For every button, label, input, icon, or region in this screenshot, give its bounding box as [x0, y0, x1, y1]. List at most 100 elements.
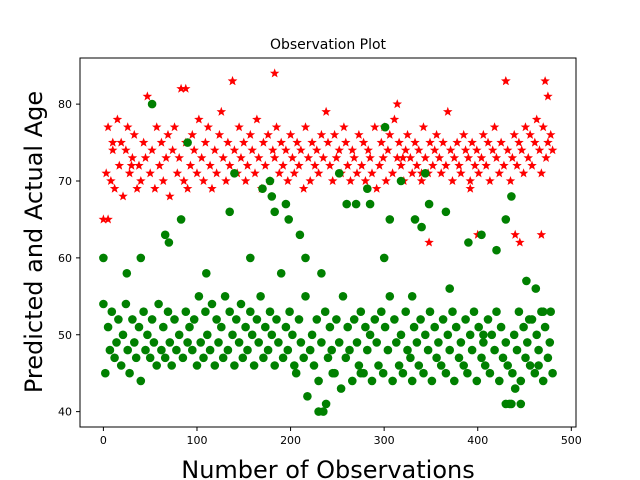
circle-point [230, 361, 239, 370]
star-point [418, 122, 429, 132]
star-point [127, 152, 138, 162]
circle-point [480, 361, 490, 370]
circle-point [374, 361, 383, 370]
circle-point [459, 361, 469, 370]
circle-point [383, 345, 393, 355]
circle-point [256, 292, 265, 301]
star-point [339, 122, 349, 132]
circle-point [532, 330, 541, 340]
circle-point [443, 330, 453, 340]
star-point [187, 129, 198, 139]
circle-point [534, 345, 543, 355]
circle-point [278, 353, 288, 363]
circle-point [147, 99, 157, 109]
circle-point [434, 338, 443, 347]
circle-point [234, 338, 244, 347]
circle-point [203, 330, 212, 340]
star-point [416, 176, 427, 185]
circle-point [167, 361, 176, 370]
circle-point [321, 399, 331, 409]
circle-point [519, 322, 528, 332]
circle-point [247, 330, 257, 340]
star-point [530, 137, 540, 147]
star-point [161, 152, 171, 162]
circle-point [207, 299, 217, 309]
star-point [103, 122, 113, 132]
star-point [352, 168, 362, 178]
circle-point [492, 307, 501, 317]
circle-point [406, 353, 415, 363]
circle-point [454, 353, 464, 363]
star-point [465, 176, 475, 185]
star-point [431, 129, 442, 139]
star-point [185, 160, 196, 170]
star-point [250, 168, 260, 178]
circle-point [523, 338, 532, 347]
circle-point [548, 368, 557, 378]
circle-point [477, 353, 486, 363]
star-point [108, 137, 118, 147]
chart-title: Observation Plot [270, 37, 387, 53]
star-point [134, 160, 144, 170]
star-point [310, 160, 320, 170]
star-point [518, 168, 529, 178]
star-point [470, 160, 480, 170]
circle-point [259, 353, 268, 363]
star-point [109, 183, 120, 193]
circle-point [356, 368, 366, 378]
star-point [179, 176, 189, 185]
circle-point [501, 215, 511, 224]
circle-point [154, 299, 163, 309]
circle-point [141, 345, 150, 355]
plot-marks [98, 68, 558, 416]
circle-point [241, 322, 250, 332]
circle-point [130, 338, 139, 347]
star-point [443, 106, 453, 116]
circle-point [172, 345, 181, 355]
star-point [543, 137, 553, 147]
circle-point [246, 307, 255, 317]
circle-point [419, 368, 428, 378]
circle-point [441, 368, 451, 378]
circle-point [332, 315, 341, 324]
circle-point [301, 253, 310, 263]
star-point [396, 160, 406, 170]
circle-point [342, 199, 352, 209]
circle-point [378, 368, 388, 378]
circle-point [424, 199, 434, 209]
star-point [294, 160, 304, 170]
star-point [517, 145, 527, 155]
circle-point [118, 330, 128, 340]
star-point [172, 168, 183, 178]
star-point [263, 129, 273, 139]
circle-point [409, 322, 419, 332]
star-point [167, 145, 178, 155]
circle-point [498, 353, 508, 363]
star-point [163, 129, 173, 139]
circle-point [163, 307, 173, 317]
star-point [456, 168, 466, 178]
star-point [329, 129, 340, 139]
circle-point [334, 169, 344, 178]
circle-point [122, 269, 132, 278]
circle-point [338, 292, 348, 301]
circle-point [288, 330, 297, 340]
circle-point [352, 338, 362, 347]
circle-point [354, 361, 364, 370]
circle-point [448, 307, 457, 317]
circle-point [230, 169, 239, 178]
circle-point [290, 361, 299, 370]
star-point [378, 152, 388, 162]
star-point [496, 137, 506, 147]
x-axis-ticks: 0 100 200 300 400 500 [100, 427, 582, 447]
circle-point [205, 345, 215, 355]
circle-point [301, 292, 310, 301]
star-point [221, 176, 231, 185]
circle-point [540, 322, 550, 332]
circle-point [380, 322, 390, 332]
star-point [147, 145, 157, 155]
circle-point [325, 322, 335, 332]
star-point [289, 168, 300, 178]
circle-point [398, 368, 408, 378]
